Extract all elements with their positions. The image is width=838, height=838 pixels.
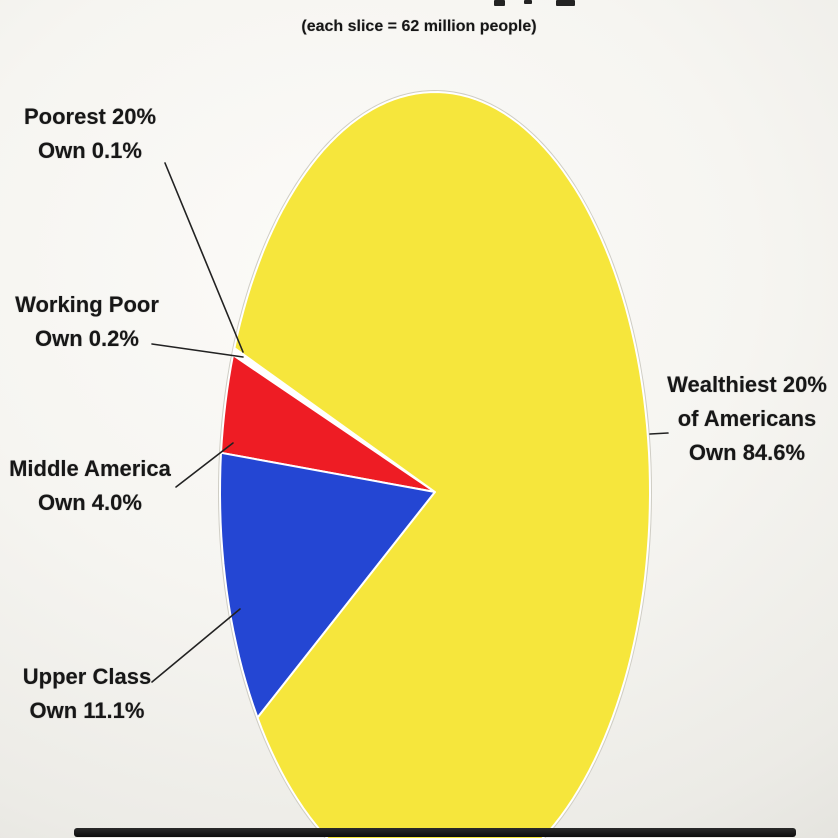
screen-edge-bar — [74, 828, 796, 837]
label-wealthiest-20: Wealthiest 20% of Americans Own 84.6% — [660, 368, 834, 470]
label-middle-america: Middle America Own 4.0% — [4, 452, 176, 520]
cropped-title-fragment — [556, 0, 575, 6]
label-line: Own 4.0% — [38, 490, 142, 515]
label-line: Own 0.2% — [35, 326, 139, 351]
label-line: Poorest 20% — [23, 104, 157, 129]
label-line: Own 0.1% — [38, 138, 142, 163]
cropped-title-fragment — [524, 0, 532, 4]
label-line: Middle America — [9, 456, 171, 481]
label-working-poor: Working Poor Own 0.2% — [8, 288, 166, 356]
label-line: Wealthiest 20% — [667, 372, 827, 397]
leader-line-wealthiest-20 — [649, 432, 669, 435]
pie-slice-wealthiest-20 — [233, 91, 651, 838]
leader-line-poorest-20 — [164, 162, 244, 353]
label-line: of Americans — [677, 406, 817, 431]
pie-slice-middle-america — [220, 354, 436, 493]
label-upper-class: Upper Class Own 11.1% — [12, 660, 162, 728]
leader-line-middle-america — [175, 442, 234, 488]
pie-slice-upper-class — [219, 451, 436, 719]
label-line: Upper Class — [22, 664, 152, 689]
chart-subtitle: (each slice = 62 million people) — [301, 18, 537, 35]
leader-line-working-poor — [151, 343, 244, 358]
label-line: Own 11.1% — [29, 698, 145, 723]
label-poorest-20: Poorest 20% Own 0.1% — [14, 100, 166, 168]
pie-rim — [218, 90, 652, 838]
leader-line-upper-class — [151, 608, 241, 683]
label-line: Own 84.6% — [688, 440, 806, 465]
cropped-title-fragment — [494, 0, 505, 6]
label-line: Working Poor — [15, 292, 159, 317]
